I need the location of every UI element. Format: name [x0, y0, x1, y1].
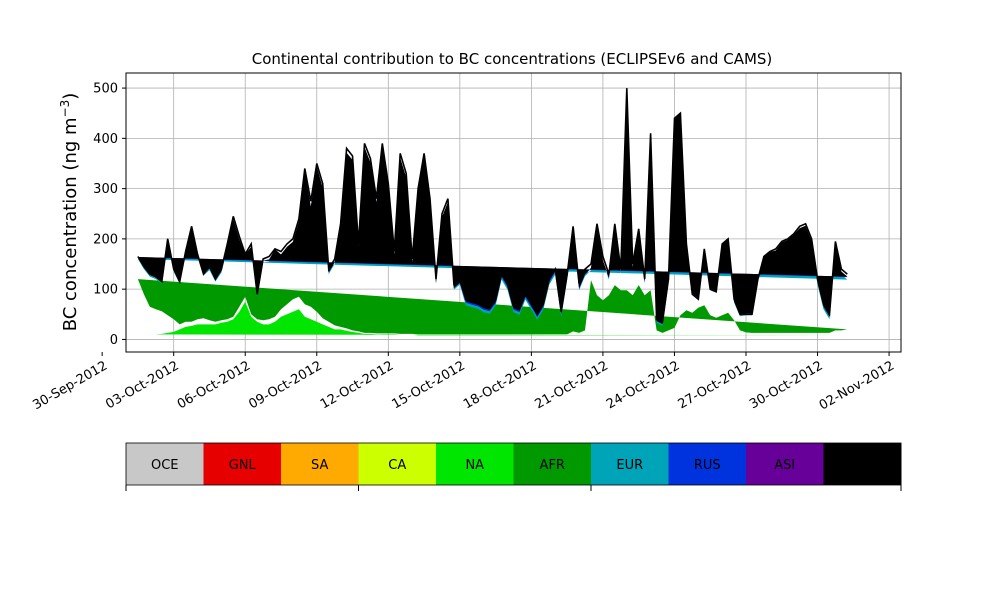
- x-tick-label: 27-Oct-2012: [676, 358, 754, 412]
- area-aus: [137, 93, 848, 324]
- x-tick-label: 30-Oct-2012: [747, 358, 825, 412]
- x-tick-label: 03-Oct-2012: [103, 358, 181, 412]
- y-tick-label: 0: [110, 333, 118, 348]
- y-tick-label: 500: [93, 82, 118, 97]
- y-tick-label: 100: [93, 283, 118, 298]
- x-tick-label: 15-Oct-2012: [389, 358, 467, 412]
- legend-colorbar: OCE GNL SA CA NA AFR EUR RUS ASI AUS: [125, 442, 902, 491]
- y-tick-label: 200: [93, 232, 118, 247]
- y-tick-label: 400: [93, 132, 118, 147]
- x-axis-ticks: 30-Sep-201203-Oct-201206-Oct-201209-Oct-…: [30, 352, 897, 413]
- legend-label-ca: CA: [388, 458, 406, 473]
- legend-swatch-eur: [591, 443, 669, 485]
- legend-swatch-aus: [823, 443, 902, 485]
- legend-label-asi: ASI: [774, 458, 795, 473]
- legend-swatch-gnl: [203, 443, 282, 485]
- x-tick-label: 02-Nov-2012: [817, 358, 897, 413]
- y-axis-label: BC concentration (ng m−3): [58, 93, 81, 332]
- legend-swatch-asi: [746, 443, 824, 485]
- x-tick-label: 24-Oct-2012: [604, 358, 682, 412]
- legend-swatch-na: [436, 443, 514, 485]
- legend-swatch-sa: [281, 443, 359, 485]
- legend-label-afr: AFR: [540, 458, 565, 473]
- legend-swatch-afr: [513, 443, 592, 485]
- chart-title: Continental contribution to BC concentra…: [252, 50, 773, 68]
- legend-label-aus: AUS: [849, 458, 876, 473]
- total-line: [137, 88, 848, 323]
- legend-label-oce: OCE: [151, 458, 179, 473]
- x-tick-label: 06-Oct-2012: [175, 358, 253, 412]
- legend-swatch-oce: [126, 443, 204, 485]
- x-tick-label: 18-Oct-2012: [461, 358, 539, 412]
- x-tick-label: 12-Oct-2012: [318, 358, 396, 412]
- x-tick-label: 30-Sep-2012: [30, 358, 110, 413]
- area-na: [137, 301, 848, 336]
- legend-frame: [125, 442, 902, 486]
- legend-swatch-ca: [358, 443, 437, 485]
- stacked-areas: [137, 93, 848, 336]
- y-tick-label: 300: [93, 182, 118, 197]
- x-tick-label: 09-Oct-2012: [246, 358, 324, 412]
- legend-swatch-rus: [668, 443, 747, 485]
- y-axis-ticks: 0 100 200 300 400 500: [93, 82, 126, 348]
- x-tick-label: 21-Oct-2012: [533, 358, 611, 412]
- legend-label-na: NA: [465, 458, 484, 473]
- legend-label-gnl: GNL: [229, 458, 257, 473]
- legend-label-rus: RUS: [694, 458, 721, 473]
- legend-label-sa: SA: [311, 458, 328, 473]
- plot-frame: [125, 72, 902, 353]
- legend-label-eur: EUR: [616, 458, 643, 473]
